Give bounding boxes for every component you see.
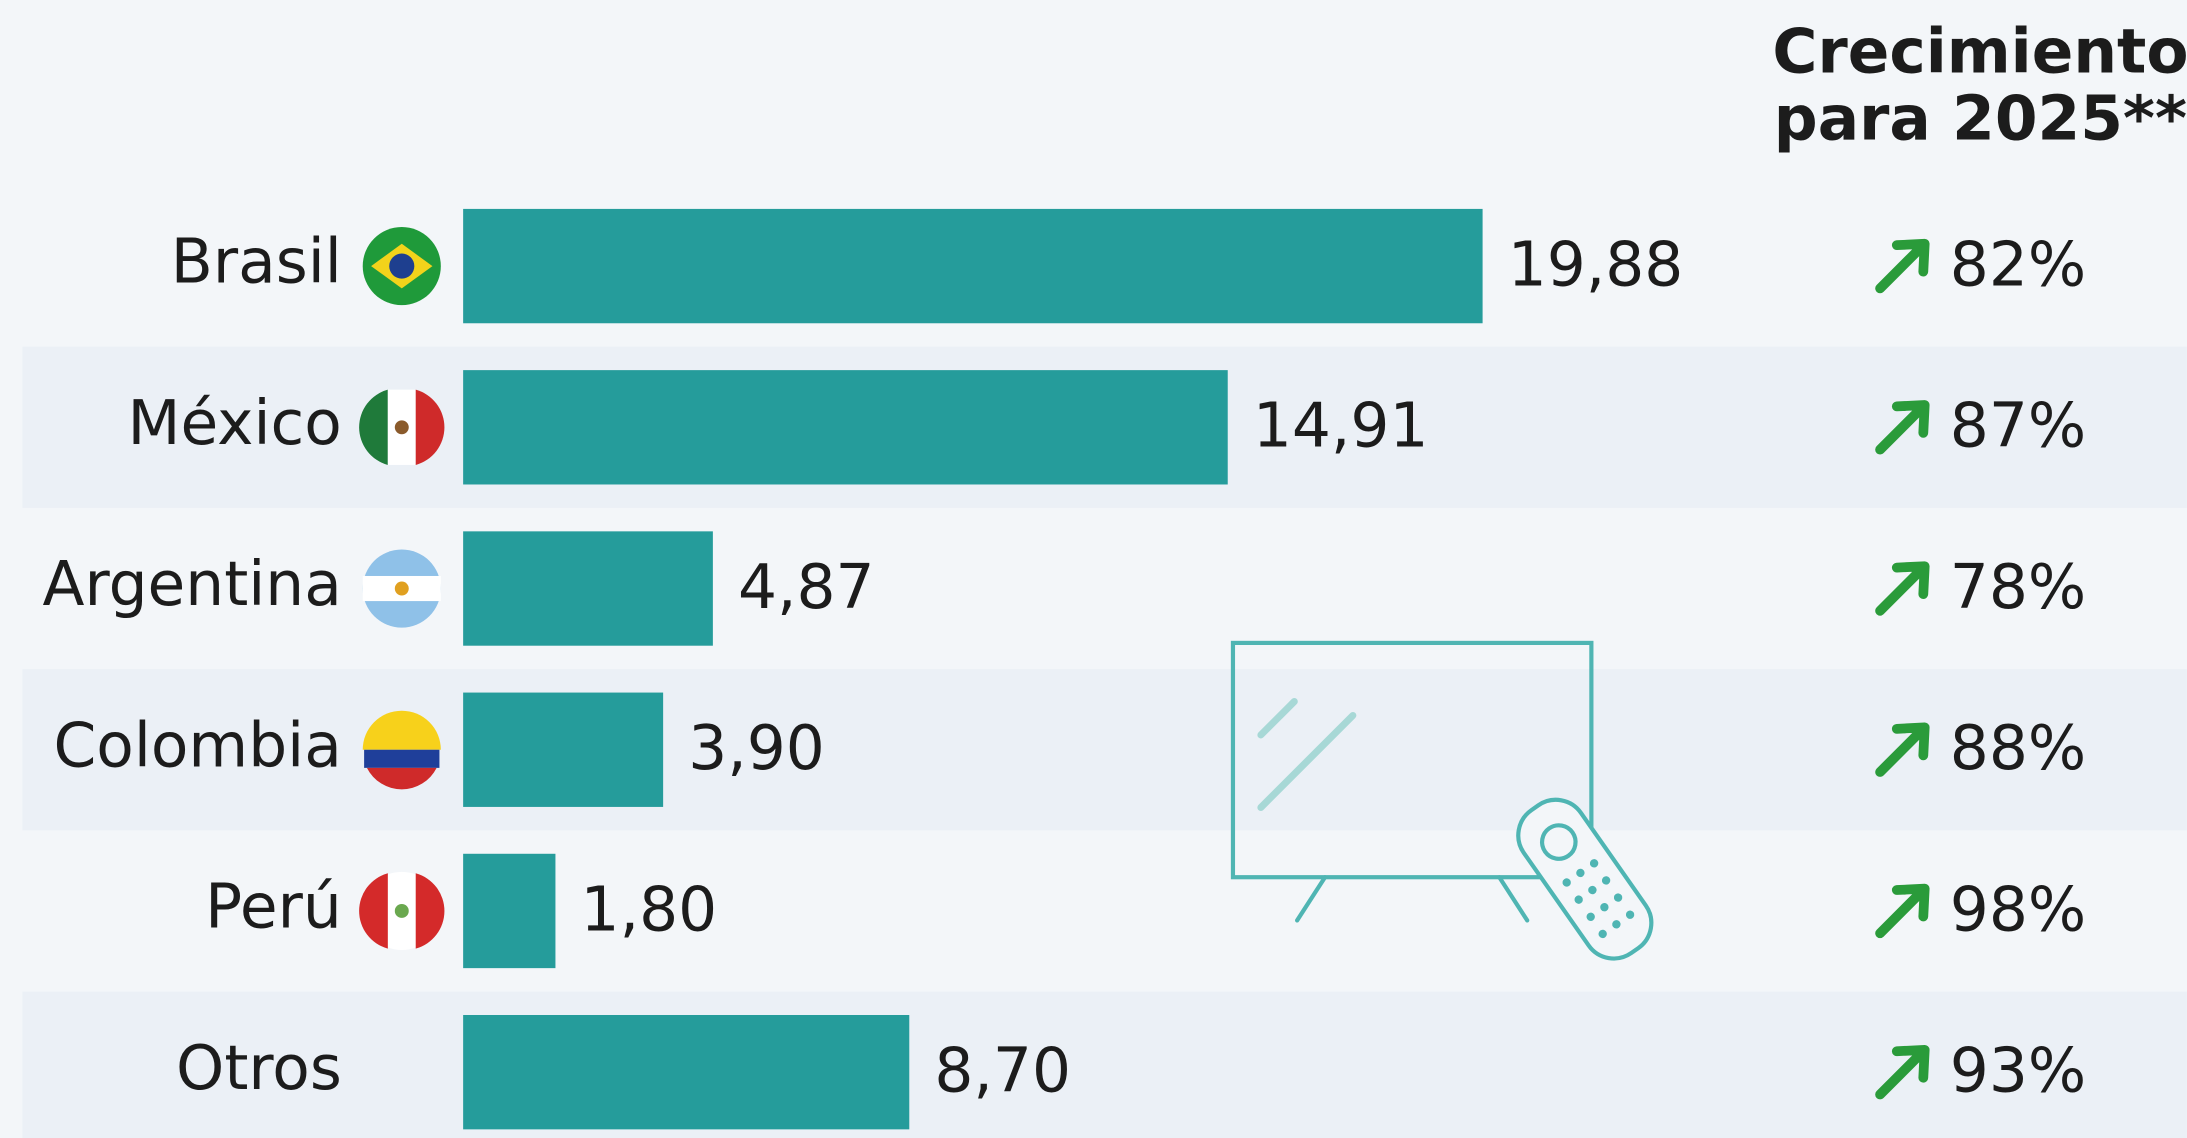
value-label: 19,88 xyxy=(1508,229,1684,300)
flag xyxy=(395,582,409,596)
growth-label: 93% xyxy=(1950,1036,2086,1107)
growth-title: para 2025** xyxy=(1774,83,2187,154)
flag-icon xyxy=(363,227,441,305)
bar xyxy=(463,370,1228,484)
flag-icon xyxy=(359,872,444,950)
value-label: 14,91 xyxy=(1253,391,1429,462)
growth-label: 82% xyxy=(1950,229,2086,300)
flag-icon xyxy=(359,390,444,465)
bar xyxy=(463,209,1482,323)
flag-icon xyxy=(363,549,441,627)
flag xyxy=(395,420,409,434)
growth-label: 87% xyxy=(1950,391,2086,462)
bar xyxy=(463,531,713,645)
chart: Crecimiento para 2025** Brasil 19,88 82% Mé… xyxy=(0,0,2187,1138)
bar xyxy=(463,693,663,807)
category-label: Argentina xyxy=(42,549,341,620)
page: {"chart_data": { "type": "bar", "orienta… xyxy=(0,0,2187,1138)
flag xyxy=(389,254,414,279)
flag-icon xyxy=(363,711,441,790)
row-band xyxy=(22,669,2186,830)
growth-label: 98% xyxy=(1950,874,2086,945)
value-label: 1,80 xyxy=(581,874,718,945)
bar xyxy=(463,854,555,968)
flag xyxy=(364,750,439,768)
row-band xyxy=(22,992,2186,1138)
growth-title: Crecimiento xyxy=(1772,16,2187,87)
value-label: 4,87 xyxy=(738,552,875,623)
value-label: 8,70 xyxy=(934,1036,1071,1107)
category-label: Brasil xyxy=(171,227,342,298)
flag xyxy=(395,904,409,918)
bar xyxy=(463,1015,909,1129)
value-label: 3,90 xyxy=(688,713,825,784)
category-label: Otros xyxy=(176,1033,342,1104)
growth-label: 88% xyxy=(1950,713,2086,784)
category-label: Colombia xyxy=(53,710,341,781)
category-label: Perú xyxy=(205,872,342,943)
growth-label: 78% xyxy=(1950,552,2086,623)
category-label: México xyxy=(128,388,342,459)
